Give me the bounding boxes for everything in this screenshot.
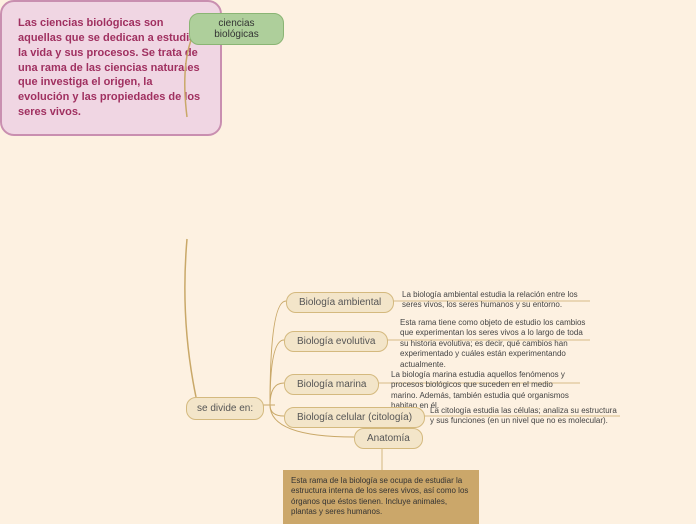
desc-anatomia: Esta rama de la biología se ocupa de est…	[283, 470, 479, 524]
branch-label: Biología ambiental	[299, 297, 381, 308]
branch-ambiental[interactable]: Biología ambiental	[286, 292, 394, 313]
desc-celular: La citología estudia las células; analiz…	[430, 406, 618, 427]
branch-label: Anatomía	[367, 433, 410, 444]
branch-anatomia[interactable]: Anatomía	[354, 428, 423, 449]
branch-marina[interactable]: Biología marina	[284, 374, 379, 395]
desc-evolutiva: Esta rama tiene como objeto de estudio l…	[400, 318, 590, 370]
branch-label: Biología celular (citología)	[297, 412, 412, 423]
root-node[interactable]: ciencias biológicas	[189, 13, 284, 45]
branch-label: Biología marina	[297, 379, 366, 390]
branch-evolutiva[interactable]: Biología evolutiva	[284, 331, 388, 352]
divide-label: se divide en:	[197, 403, 253, 414]
divide-node[interactable]: se divide en:	[186, 397, 264, 420]
branch-celular[interactable]: Biología celular (citología)	[284, 407, 425, 428]
desc-ambiental: La biología ambiental estudia la relació…	[402, 290, 590, 311]
root-label: ciencias biológicas	[214, 18, 258, 40]
definition-text: Las ciencias biológicas son aquellas que…	[18, 17, 200, 118]
branch-label: Biología evolutiva	[297, 336, 375, 347]
